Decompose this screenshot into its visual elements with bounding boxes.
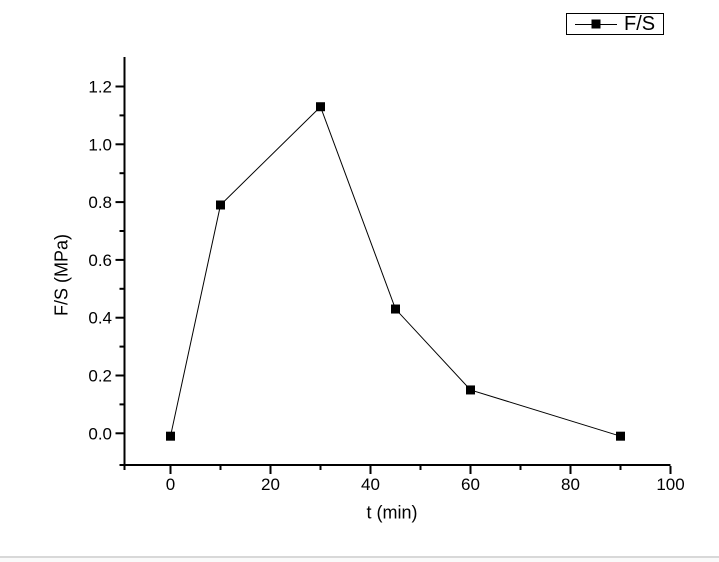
y-tick-label: 0.2 [88, 367, 112, 386]
y-tick-label: 1.2 [88, 78, 112, 97]
x-tick-label: 80 [561, 475, 580, 494]
y-tick-label: 0.4 [88, 309, 112, 328]
data-point-marker [466, 385, 475, 395]
y-tick-label: 0.0 [88, 424, 112, 443]
bottom-margin [0, 558, 719, 562]
data-point-marker [316, 102, 325, 112]
data-point-marker [216, 200, 225, 210]
series-line [170, 105, 621, 437]
legend-label: F/S [624, 13, 656, 35]
axis-lines [123, 57, 671, 466]
bottom-separator [0, 556, 719, 558]
x-tick-label: 60 [461, 475, 480, 494]
legend-line-marker-icon [575, 19, 617, 29]
y-axis-title: F/S (MPa) [51, 233, 72, 317]
y-tick-label: 0.8 [88, 193, 112, 212]
data-point-marker [166, 431, 175, 441]
legend-square-marker-icon [591, 19, 601, 29]
x-tick-label: 40 [361, 475, 380, 494]
y-tick-label: 0.6 [88, 251, 112, 270]
x-tick-label: 0 [166, 475, 175, 494]
x-axis-title: t (min) [366, 502, 418, 523]
x-tick-label: 20 [261, 475, 280, 494]
data-point-marker [616, 431, 625, 441]
y-tick-label: 1.0 [88, 135, 112, 154]
x-tick-label: 100 [656, 475, 684, 494]
legend: F/S [566, 13, 665, 35]
data-point-marker [391, 304, 400, 314]
